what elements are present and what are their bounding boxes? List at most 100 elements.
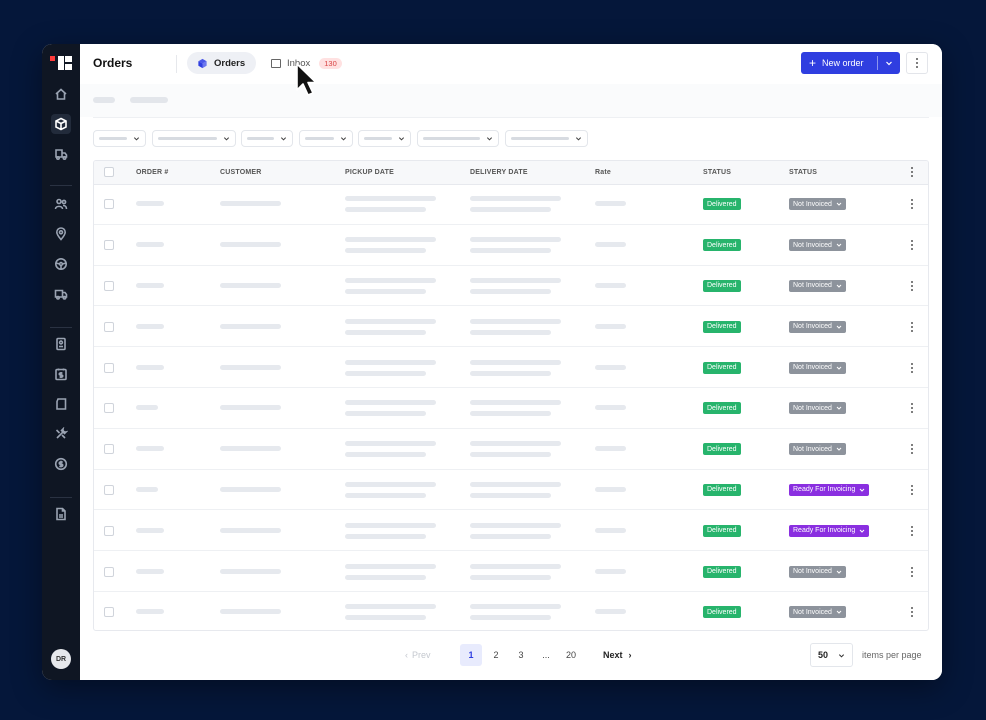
invoice-status-dropdown[interactable]: Not Invoiced (789, 279, 846, 292)
filter-dropdown[interactable] (417, 130, 499, 147)
filter-dropdown[interactable] (152, 130, 236, 147)
invoice-status-dropdown[interactable]: Not Invoiced (789, 198, 846, 211)
column-pickup-date[interactable]: PICKUP DATE (345, 169, 395, 176)
sidebar-item-truck[interactable] (51, 284, 71, 304)
new-order-button[interactable]: + New order (801, 52, 900, 74)
invoice-status-dropdown[interactable]: Not Invoiced (789, 320, 846, 333)
row-checkbox[interactable] (104, 362, 114, 373)
tab-inbox[interactable]: Inbox 130 (271, 52, 342, 74)
column-invoice-status[interactable]: STATUS (789, 169, 818, 176)
row-actions-button[interactable] (909, 606, 915, 618)
order-number-placeholder (136, 242, 164, 248)
sidebar-item-steering-wheel[interactable] (51, 254, 71, 274)
delivery-date-placeholder (470, 359, 561, 365)
column-delivery-date[interactable]: DELIVERY DATE (470, 169, 528, 176)
app-window: DR Orders Orders Inbox 130 + New orde (42, 44, 942, 680)
sidebar-item-trailer[interactable] (51, 394, 71, 414)
row-actions-button[interactable] (909, 362, 915, 374)
prev-page-button[interactable]: ‹ Prev (405, 650, 431, 660)
delivery-date-placeholder (470, 318, 561, 324)
row-checkbox[interactable] (104, 403, 114, 414)
table-row[interactable]: Delivered Ready For Invoicing (94, 470, 928, 511)
invoice-status-dropdown[interactable]: Ready For Invoicing (789, 483, 870, 496)
chevron-down-icon (836, 325, 842, 329)
row-actions-button[interactable] (909, 525, 915, 537)
chevron-down-icon (133, 137, 140, 141)
sidebar-item-delivery[interactable] (51, 144, 71, 164)
sidebar-item-home[interactable] (51, 84, 71, 104)
table-row[interactable]: Delivered Not Invoiced (94, 551, 928, 592)
items-per-page-select[interactable]: 50 (810, 643, 853, 667)
page-3-button[interactable]: 3 (518, 650, 524, 660)
row-checkbox[interactable] (104, 321, 114, 332)
column-order-number[interactable]: ORDER # (136, 169, 169, 176)
select-all-checkbox[interactable] (104, 167, 114, 177)
new-order-dropdown-toggle[interactable] (878, 59, 900, 67)
order-number-placeholder (136, 405, 158, 411)
invoice-status-dropdown[interactable]: Not Invoiced (789, 239, 846, 252)
row-actions-button[interactable] (909, 198, 915, 210)
table-row[interactable]: Delivered Not Invoiced (94, 347, 928, 388)
column-options-button[interactable] (909, 166, 915, 178)
column-rate[interactable]: Rate (595, 169, 611, 176)
table-row[interactable]: Delivered Ready For Invoicing (94, 510, 928, 552)
delivery-time-placeholder (470, 533, 551, 539)
delivery-status-badge: Delivered (703, 565, 741, 578)
row-checkbox[interactable] (104, 280, 114, 291)
sidebar-item-users[interactable] (51, 194, 71, 214)
page-20-button[interactable]: 20 (565, 650, 576, 660)
filter-dropdown[interactable] (505, 130, 588, 147)
invoice-status-dropdown[interactable]: Not Invoiced (789, 443, 846, 456)
table-row[interactable]: Delivered Not Invoiced (94, 388, 928, 429)
sidebar-item-tools[interactable] (51, 424, 71, 444)
filter-dropdown[interactable] (299, 130, 353, 147)
row-checkbox[interactable] (104, 240, 114, 251)
filter-dropdown[interactable] (93, 130, 146, 147)
filter-dropdown[interactable] (358, 130, 411, 147)
row-checkbox[interactable] (104, 525, 114, 536)
tab-orders[interactable]: Orders (187, 52, 257, 74)
row-actions-button[interactable] (909, 402, 915, 414)
row-actions-button[interactable] (909, 443, 915, 455)
app-logo[interactable] (50, 56, 74, 72)
sidebar-item-dollar-circle[interactable] (51, 454, 71, 474)
column-customer[interactable]: CUSTOMER (220, 169, 262, 176)
invoice-status-dropdown[interactable]: Not Invoiced (789, 402, 846, 415)
row-actions-button[interactable] (909, 239, 915, 251)
column-delivery-status[interactable]: STATUS (703, 169, 732, 176)
table-row[interactable]: Delivered Not Invoiced (94, 266, 928, 307)
row-actions-button[interactable] (909, 280, 915, 292)
table-row[interactable]: Delivered Not Invoiced (94, 429, 928, 470)
sidebar-item-id-card[interactable] (51, 334, 71, 354)
row-checkbox[interactable] (104, 444, 114, 455)
sidebar-item-invoice-dollar[interactable] (51, 364, 71, 384)
sidebar-item-cube[interactable] (51, 114, 71, 134)
rate-placeholder (595, 242, 626, 248)
next-page-button[interactable]: Next › (603, 650, 632, 660)
table-row[interactable]: Delivered Not Invoiced (94, 306, 928, 348)
row-checkbox[interactable] (104, 484, 114, 495)
page-2-button[interactable]: 2 (493, 650, 499, 660)
table-row[interactable]: Delivered Not Invoiced (94, 592, 928, 630)
invoice-status-dropdown[interactable]: Ready For Invoicing (789, 524, 870, 537)
invoice-status-dropdown[interactable]: Not Invoiced (789, 565, 846, 578)
invoice-status-dropdown[interactable]: Not Invoiced (789, 606, 846, 619)
table-row[interactable]: Delivered Not Invoiced (94, 184, 928, 225)
page-1-button[interactable]: 1 (460, 644, 482, 666)
row-checkbox[interactable] (104, 199, 114, 210)
row-actions-button[interactable] (909, 321, 915, 333)
invoice-status-dropdown[interactable]: Not Invoiced (789, 361, 846, 374)
row-checkbox[interactable] (104, 566, 114, 577)
table-row[interactable]: Delivered Not Invoiced (94, 225, 928, 266)
delivery-date-placeholder (470, 196, 561, 202)
row-checkbox[interactable] (104, 607, 114, 618)
delivery-date-placeholder (470, 400, 561, 406)
avatar[interactable]: DR (51, 649, 71, 669)
customer-placeholder (220, 242, 281, 248)
row-actions-button[interactable] (909, 484, 915, 496)
sidebar-item-location[interactable] (51, 224, 71, 244)
row-actions-button[interactable] (909, 566, 915, 578)
more-options-button[interactable] (906, 52, 928, 74)
sidebar-item-document[interactable] (51, 504, 71, 524)
filter-dropdown[interactable] (241, 130, 293, 147)
